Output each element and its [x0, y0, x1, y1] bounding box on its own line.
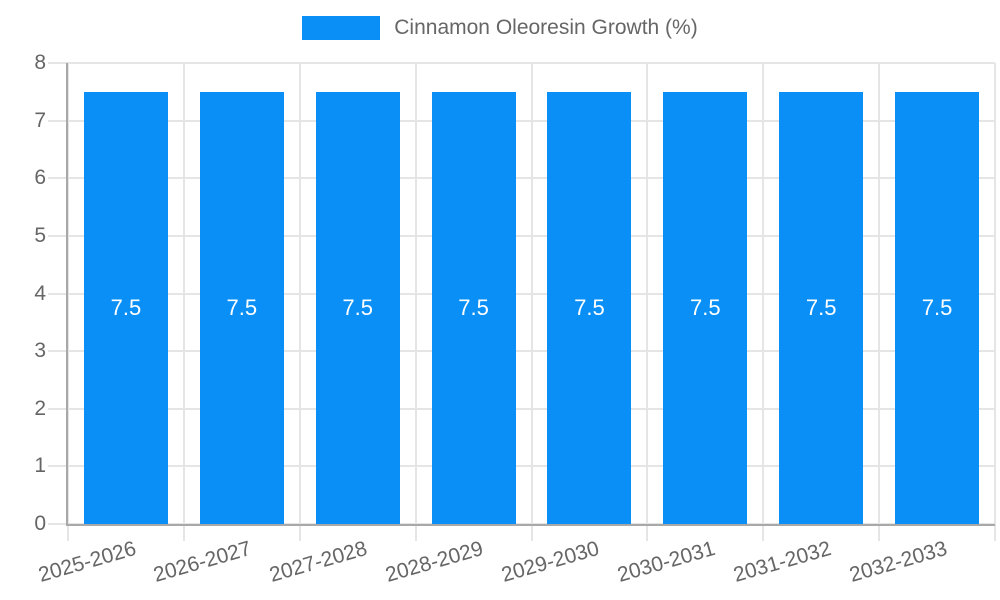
x-tick-label: 2025-2026 — [35, 537, 139, 587]
bar-value-label: 7.5 — [574, 294, 605, 320]
y-grid-line — [48, 350, 995, 353]
x-tick-label: 2032-2033 — [846, 537, 950, 587]
bar-value-label: 7.5 — [690, 294, 721, 320]
x-grid-line — [878, 63, 881, 541]
y-grid-line — [48, 62, 995, 64]
y-grid-line — [48, 234, 995, 237]
x-grid-line — [298, 63, 301, 541]
y-axis-line — [66, 63, 68, 526]
bar[interactable]: 7.5 — [895, 91, 980, 524]
bar[interactable]: 7.5 — [315, 91, 400, 524]
y-grid-line — [48, 407, 995, 410]
x-grid-line — [182, 63, 185, 541]
x-tick-label: 2026-2027 — [151, 537, 255, 587]
bar[interactable]: 7.5 — [547, 91, 632, 524]
bar-value-label: 7.5 — [342, 294, 373, 320]
x-tick-label: 2030-2031 — [614, 537, 718, 587]
bar[interactable]: 7.5 — [199, 91, 284, 524]
y-tick-label: 6 — [34, 166, 46, 190]
x-grid-line — [646, 63, 649, 541]
bar-value-label: 7.5 — [921, 294, 953, 320]
y-tick-label: 4 — [34, 281, 46, 305]
y-grid-line — [48, 119, 995, 122]
x-tick-label: 2027-2028 — [267, 537, 371, 587]
y-tick-label: 3 — [34, 339, 46, 363]
bar-value-label: 7.5 — [226, 294, 258, 320]
bar[interactable]: 7.5 — [431, 91, 516, 524]
y-grid-line — [48, 292, 995, 295]
legend-swatch — [302, 16, 381, 40]
y-tick-label: 0 — [34, 512, 46, 535]
bar-value-label: 7.5 — [805, 294, 837, 320]
bar-value-label: 7.5 — [110, 294, 142, 320]
x-tick-label: 2031-2032 — [730, 537, 834, 587]
x-grid-line — [762, 63, 765, 541]
bar[interactable]: 7.5 — [663, 91, 748, 524]
x-grid-line — [67, 63, 69, 541]
x-grid-line — [994, 63, 996, 541]
x-grid-line — [414, 63, 417, 541]
legend-item[interactable]: Cinnamon Oleoresin Growth (%) — [0, 16, 1000, 40]
y-tick-label: 2 — [34, 396, 46, 420]
y-tick-label: 8 — [34, 51, 46, 74]
y-grid-line — [48, 465, 995, 468]
x-axis-line — [66, 524, 995, 526]
bar[interactable]: 7.5 — [779, 91, 864, 524]
y-grid-line — [48, 177, 995, 180]
x-tick-label: 2028-2029 — [383, 537, 486, 587]
bar[interactable]: 7.5 — [83, 91, 168, 524]
x-tick-label: 2029-2030 — [498, 537, 602, 587]
y-tick-label: 5 — [34, 223, 46, 247]
x-grid-line — [530, 63, 533, 541]
bar-value-label: 7.5 — [458, 294, 489, 320]
legend-label: Cinnamon Oleoresin Growth (%) — [394, 16, 698, 39]
y-tick-label: 7 — [34, 108, 46, 132]
y-tick-label: 1 — [34, 454, 46, 478]
